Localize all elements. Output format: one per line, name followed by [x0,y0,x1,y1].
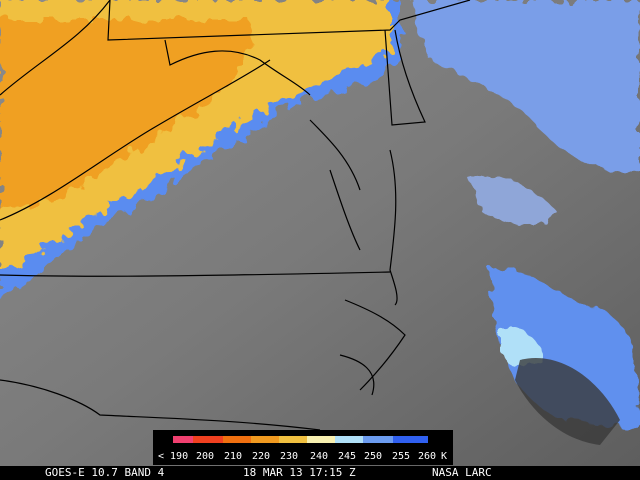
legend-label: 240 [310,451,328,462]
legend-label: 260 [418,451,436,462]
legend-label: 255 [392,451,410,462]
dark-cloud [515,358,620,445]
legend-labels: < 190 200 210 220 230 240 245 250 255 260 [158,451,436,462]
legend-label: 230 [280,451,298,462]
state-borders [0,0,470,430]
legend-label: 220 [252,451,270,462]
legend-box [153,430,453,465]
satellite-label: GOES-E 10.7 BAND 4 [45,466,165,479]
legend-label: < 190 [158,451,188,462]
timestamp: 18 MAR 13 17:15 Z [243,466,356,479]
legend-label: 250 [364,451,382,462]
cloud-tops [0,0,640,430]
color-scale [173,436,428,443]
legend-label: 210 [224,451,242,462]
legend-label: 245 [338,451,356,462]
legend-label: 200 [196,451,214,462]
source-label: NASA LARC [432,466,492,479]
legend-unit: K [441,451,447,462]
